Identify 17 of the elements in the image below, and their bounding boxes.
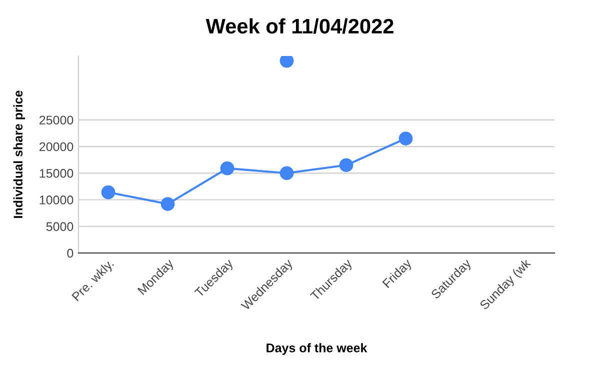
- point: [398, 132, 413, 146]
- y-tick-label: 0: [67, 248, 74, 258]
- point: [339, 158, 354, 172]
- y-tick-label: 5000: [46, 222, 74, 232]
- y-tick-label: 15000: [40, 168, 74, 178]
- x-axis-title: Days of the week: [266, 343, 368, 355]
- y-axis-title: Individual share price: [13, 90, 25, 218]
- y-tick-label: 20000: [40, 142, 74, 152]
- point: [160, 197, 175, 211]
- point: [101, 185, 116, 200]
- x-tick-label: Pre. wkly.: [71, 258, 116, 304]
- point: [280, 56, 294, 68]
- y-tick-label: 25000: [40, 116, 74, 125]
- point: [220, 161, 234, 176]
- chart-title: Week of 11/04/2022: [206, 18, 394, 34]
- y-tick-label: 10000: [40, 196, 74, 204]
- point: [280, 166, 294, 180]
